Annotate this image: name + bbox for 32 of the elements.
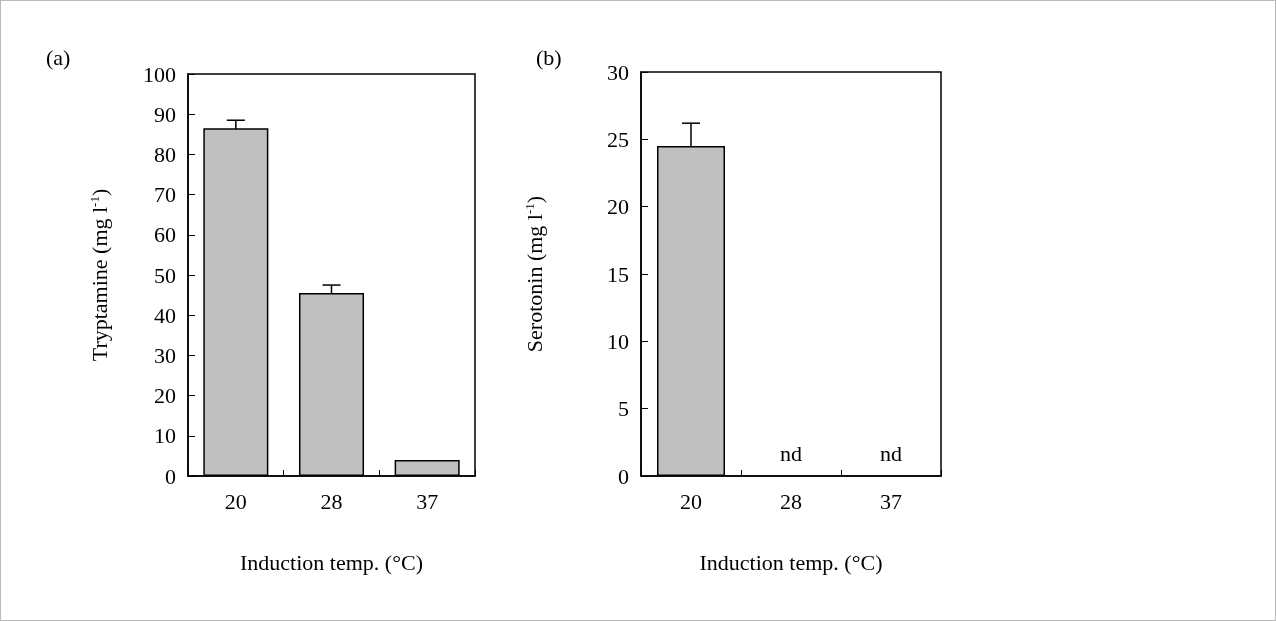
y-axis-title: Tryptamine (mg l-1): [87, 188, 112, 362]
y-tick-label: 0: [165, 463, 176, 489]
y-tick-label: 30: [154, 342, 176, 368]
x-axis-title: Induction temp. (°C): [699, 549, 883, 575]
x-tick-label: 37: [880, 488, 902, 514]
chart-title: (a): [46, 44, 71, 70]
y-tick-label: 30: [607, 59, 629, 85]
y-tick-label: 60: [154, 222, 176, 248]
x-tick-label: 20: [224, 488, 247, 514]
y-tick-label: 80: [154, 141, 176, 167]
y-tick-label: 90: [154, 101, 176, 127]
x-tick-label: 28: [320, 488, 343, 514]
x-tick-label: 37: [416, 488, 439, 514]
y-tick-label: 0: [618, 463, 629, 489]
y-tick-label: 50: [154, 262, 176, 288]
y-axis-title: Serotonin (mg l-1): [522, 195, 547, 353]
x-axis-title: Induction temp. (°C): [240, 549, 423, 575]
annotation: nd: [780, 440, 802, 466]
chart-title: (b): [536, 44, 562, 70]
y-tick-label: 10: [154, 423, 176, 449]
y-tick-label: 70: [154, 182, 176, 208]
y-tick-label: 40: [154, 302, 176, 328]
y-tick-label: 5: [618, 396, 629, 422]
x-tick-label: 28: [780, 488, 802, 514]
y-tick-label: 10: [607, 328, 629, 354]
y-tick-label: 15: [607, 261, 629, 287]
annotation: nd: [880, 440, 902, 466]
y-tick-label: 20: [607, 194, 629, 220]
y-tick-label: 100: [143, 61, 176, 87]
y-tick-label: 20: [154, 383, 176, 409]
x-tick-label: 20: [680, 488, 702, 514]
y-tick-label: 25: [607, 126, 629, 152]
